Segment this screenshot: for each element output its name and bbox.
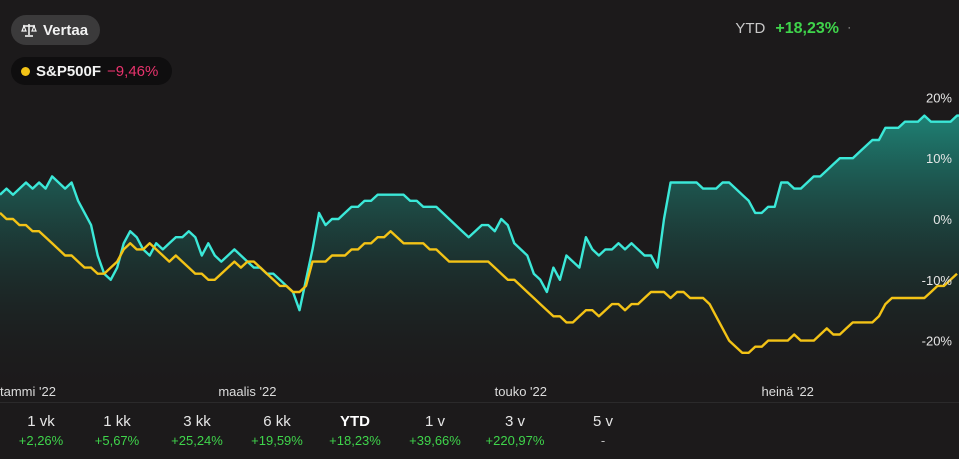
ytd-label: YTD xyxy=(735,20,766,37)
period-1-kk[interactable]: 1 kk +5,67% xyxy=(82,413,152,448)
period-value: +220,97% xyxy=(485,433,545,448)
period-value: +25,24% xyxy=(171,433,223,448)
period-label: 1 kk xyxy=(103,413,131,430)
y-tick-label: 0% xyxy=(933,212,952,227)
scale-icon xyxy=(21,22,37,38)
period-1-vk[interactable]: 1 vk +2,26% xyxy=(6,413,76,448)
compare-series-line xyxy=(0,212,958,354)
period-value: +5,67% xyxy=(94,433,140,448)
series-area-fill xyxy=(0,115,959,395)
x-tick-label: heinä '22 xyxy=(762,384,814,399)
x-tick-label: touko '22 xyxy=(495,384,547,399)
y-tick-label: 10% xyxy=(926,151,952,166)
period-6-kk[interactable]: 6 kk +19,59% xyxy=(242,413,312,448)
period-label: 3 v xyxy=(504,413,525,430)
period-selector: 1 vk +2,26% 1 kk +5,67% 3 kk +25,24% 6 kk +19,5… xyxy=(0,402,959,459)
period-3-kk[interactable]: 3 kk +25,24% xyxy=(162,413,232,448)
period-value: +19,59% xyxy=(251,433,303,448)
price-chart[interactable]: 20% 10% 0% -10% -20% tammi '22 maalis '22 touk… xyxy=(0,0,959,402)
legend-dot xyxy=(21,66,30,76)
ytd-marker: · xyxy=(847,22,851,34)
y-tick-label: -10% xyxy=(922,273,953,288)
legend-name: S&P500F xyxy=(36,62,102,80)
period-value: +39,66% xyxy=(409,433,461,448)
period-5-v[interactable]: 5 v - xyxy=(568,413,638,448)
main-series-line xyxy=(0,114,959,312)
period-label: 5 v xyxy=(592,413,613,430)
y-tick-label: -20% xyxy=(922,334,953,349)
period-label: 3 kk xyxy=(183,413,211,430)
ytd-value: +18,23% xyxy=(775,20,839,37)
period-label: 6 kk xyxy=(263,413,291,430)
period-value: +18,23% xyxy=(329,433,381,448)
y-tick-label: 20% xyxy=(926,90,952,105)
period-label: 1 v xyxy=(424,413,445,430)
x-tick-label: maalis '22 xyxy=(218,384,276,399)
compare-button[interactable]: Vertaa xyxy=(11,15,101,45)
period-label: YTD xyxy=(340,413,370,430)
period-value: +2,26% xyxy=(18,433,64,448)
x-tick-label: tammi '22 xyxy=(0,384,56,399)
period-value: - xyxy=(600,433,606,448)
period-ytd[interactable]: YTD +18,23% xyxy=(320,413,390,448)
period-3-v[interactable]: 3 v +220,97% xyxy=(480,413,550,448)
legend-change: −9,46% xyxy=(107,62,159,80)
compare-legend-chip[interactable]: S&P500F −9,46% xyxy=(11,57,173,85)
period-label: 1 vk xyxy=(27,413,55,430)
ytd-summary: YTD +18,23% · xyxy=(735,20,851,38)
compare-button-label: Vertaa xyxy=(43,21,89,39)
period-1-v[interactable]: 1 v +39,66% xyxy=(400,413,470,448)
